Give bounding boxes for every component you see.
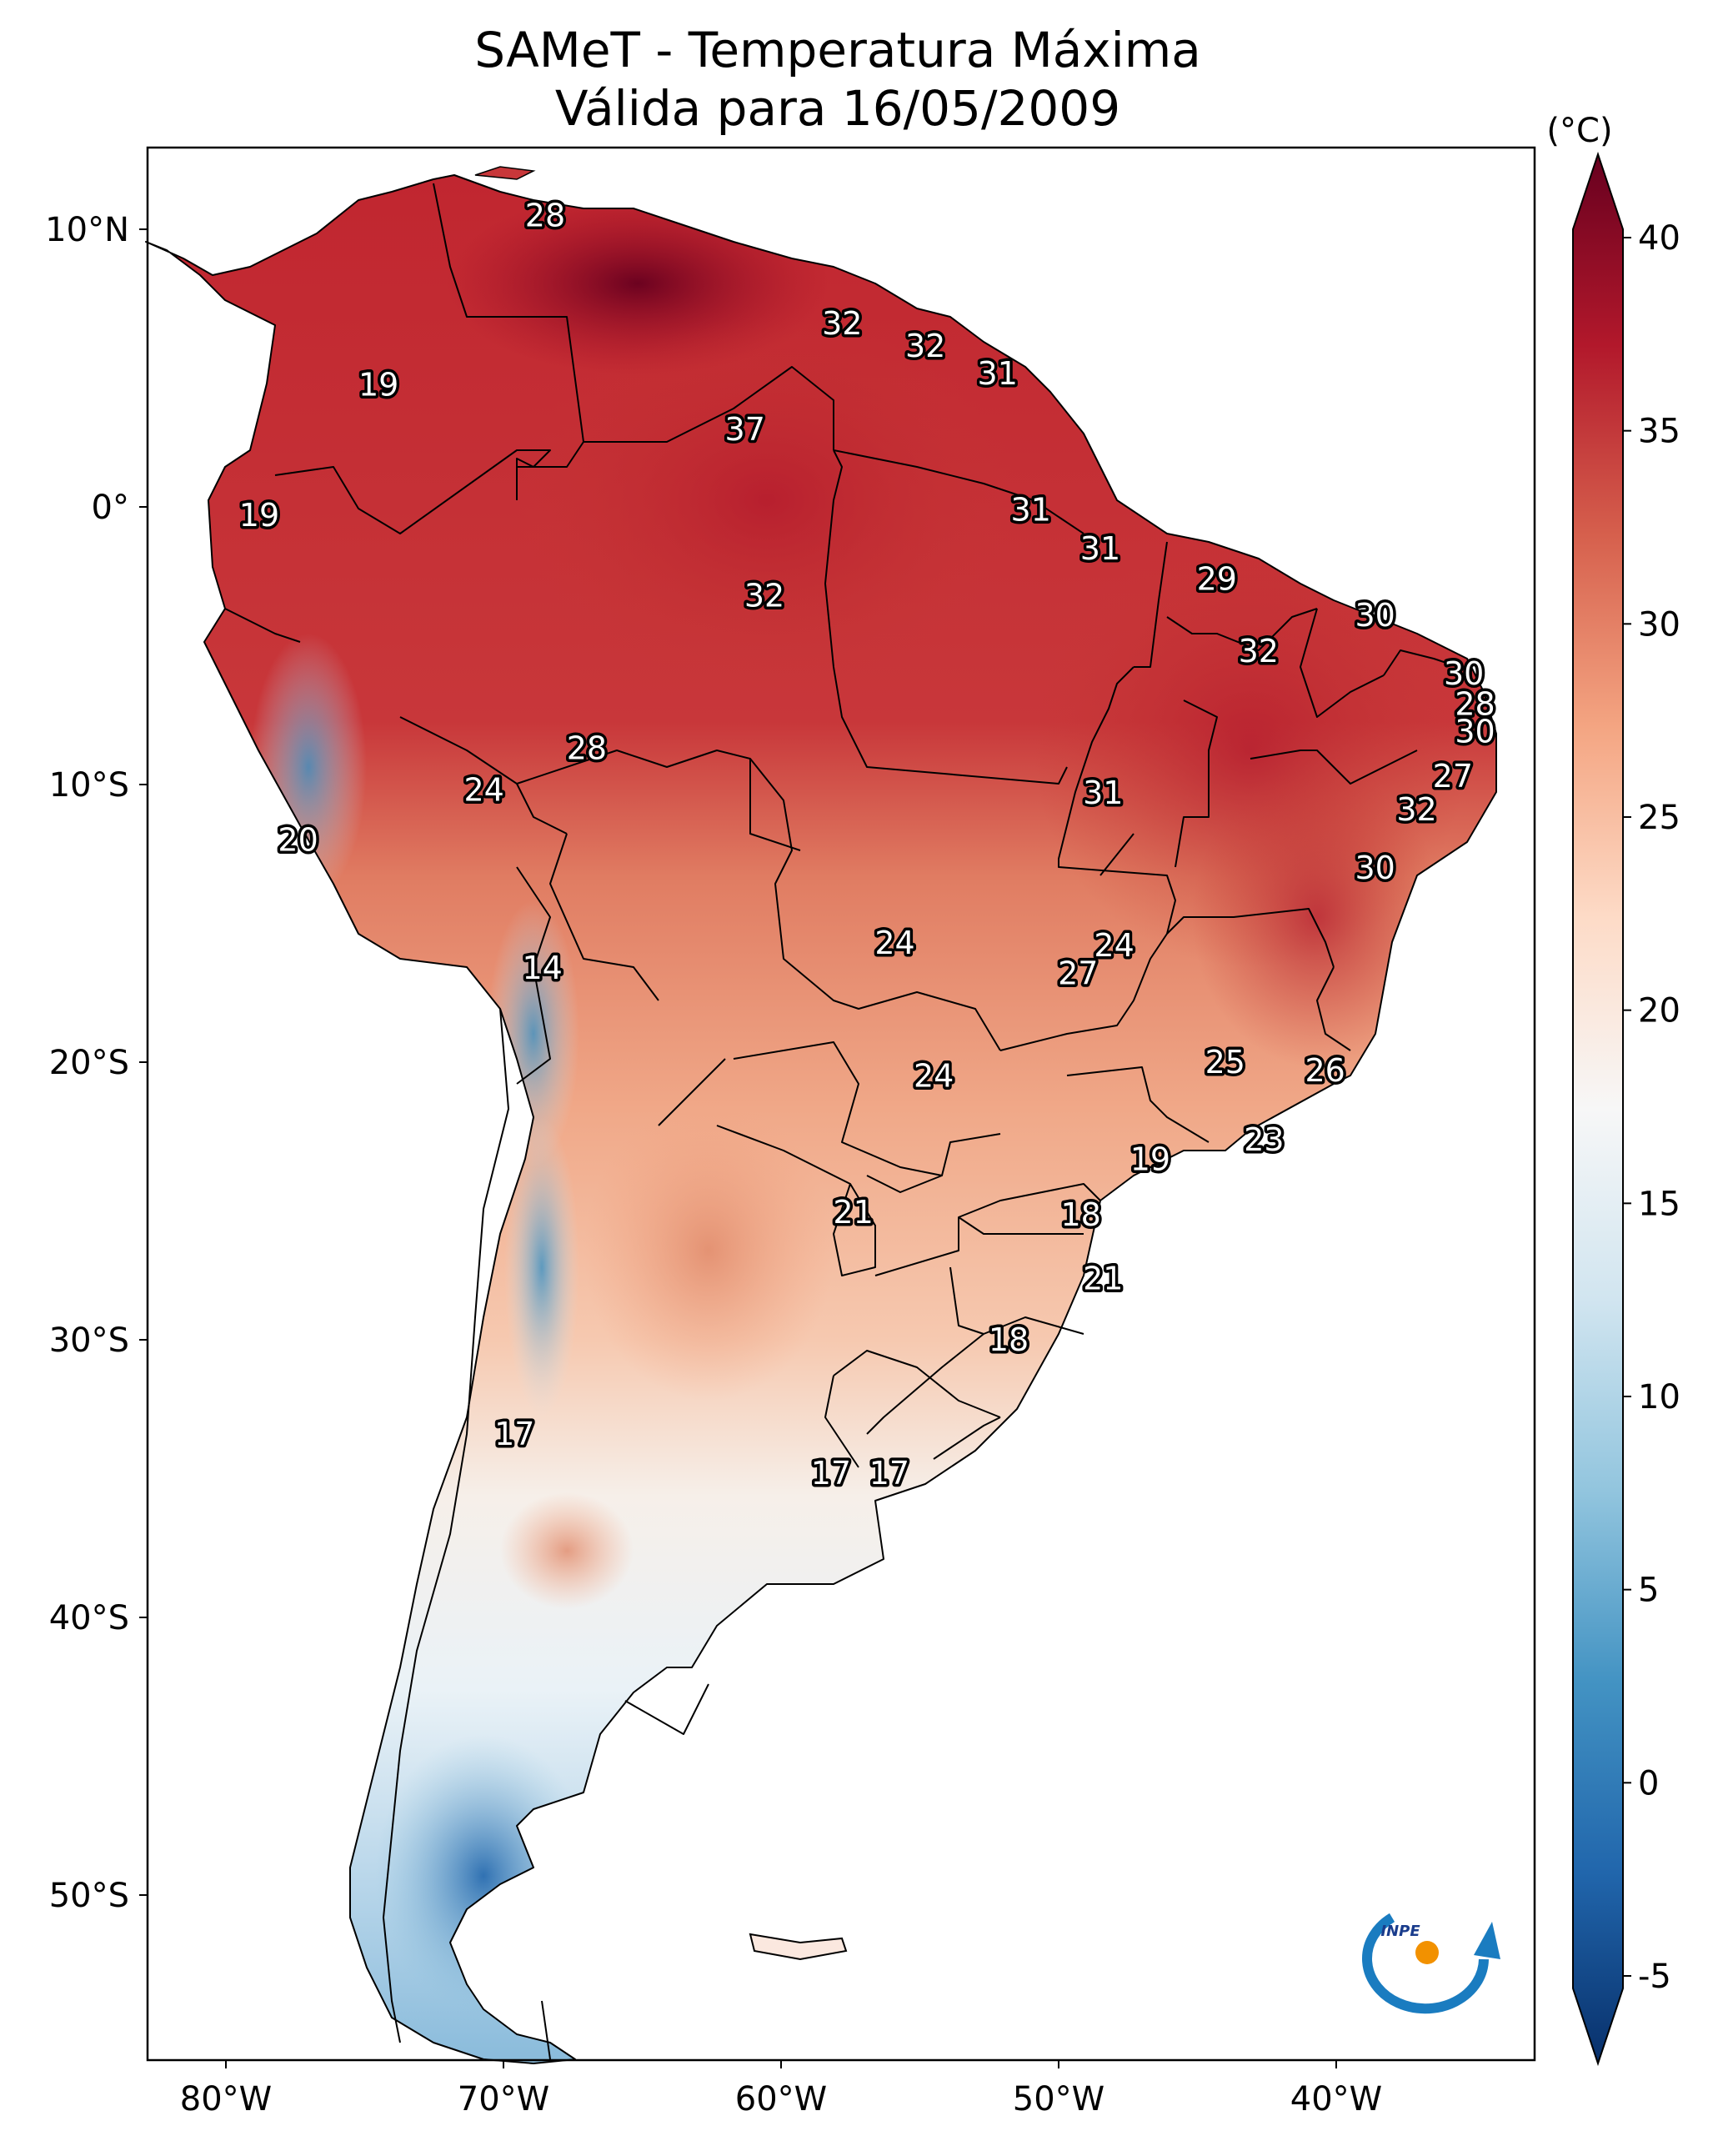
- map-value-label: 28: [1455, 685, 1495, 722]
- map-value-label: 14: [522, 950, 562, 986]
- map-value-label: 30: [1444, 655, 1484, 692]
- colorbar-body: [1572, 151, 1624, 2067]
- colorbar-tick-label: 5: [1638, 1572, 1659, 1610]
- map-value-label: 17: [811, 1455, 851, 1492]
- map-value-label: 27: [1433, 758, 1473, 795]
- map-value-label: 19: [239, 497, 279, 534]
- map-value-label: 23: [1244, 1121, 1284, 1158]
- map-value-label: 17: [869, 1455, 909, 1492]
- map-value-label: 21: [1083, 1261, 1123, 1297]
- map-value-label: 19: [1130, 1141, 1170, 1178]
- map-value-label: 29: [1197, 561, 1237, 598]
- map-value-label: 24: [1094, 927, 1134, 964]
- colorbar-tick-label: 10: [1638, 1378, 1680, 1416]
- colorbar-unit: (°C): [1546, 112, 1612, 150]
- map-value-label: 28: [567, 730, 607, 767]
- colorbar-tick-label: 35: [1638, 413, 1680, 451]
- x-tick-label: 80°W: [180, 2080, 272, 2118]
- map-value-label: 32: [822, 305, 862, 342]
- y-tick-label: 20°S: [49, 1044, 129, 1082]
- map-value-label: 21: [833, 1194, 873, 1231]
- map-value-label: 18: [1060, 1196, 1100, 1233]
- colorbar-tick-label: 25: [1638, 799, 1680, 837]
- map-value-label: 26: [1305, 1052, 1345, 1089]
- map-value-label: 30: [1355, 850, 1395, 886]
- colorbar-tick-label: 30: [1638, 605, 1680, 644]
- map-value-label: 28: [525, 197, 565, 233]
- map-value-label: 32: [744, 578, 784, 614]
- x-tick-label: 50°W: [1013, 2080, 1104, 2118]
- map-value-label: 18: [989, 1321, 1029, 1358]
- colorbar-tick-label: 40: [1638, 219, 1680, 258]
- x-tick-label: 40°W: [1290, 2080, 1382, 2118]
- caribbean-islands: [474, 166, 536, 180]
- x-tick-label: 60°W: [735, 2080, 827, 2118]
- map-value-label: 31: [1011, 491, 1051, 528]
- map-frame: [146, 146, 1536, 2062]
- colorbar-tick-label: 20: [1638, 992, 1680, 1030]
- y-tick-label: 40°S: [49, 1599, 129, 1637]
- inpe-logo-arrow: [1474, 1922, 1500, 1959]
- y-tick-label: 0°: [92, 489, 129, 527]
- map-value-label: 24: [874, 925, 914, 961]
- colorbar-ticks: 40 35 30 25 20 15 10 5 0 -5: [1623, 219, 1680, 1996]
- inpe-logo-text: INPE: [1380, 1923, 1420, 1940]
- map-value-label: 17: [494, 1416, 534, 1452]
- y-tick-label: 50°S: [49, 1877, 129, 1915]
- y-tick-label: 10°S: [49, 766, 129, 805]
- map-value-label: 30: [1455, 714, 1495, 750]
- falkland-islands: [749, 1933, 848, 1961]
- map-title-line2: Válida para 16/05/2009: [555, 80, 1120, 137]
- inpe-logo: INPE: [1362, 1913, 1500, 2014]
- y-tick-label: 30°S: [49, 1321, 129, 1360]
- inpe-logo-arc: [1362, 1913, 1489, 2014]
- map-value-label: 32: [1239, 633, 1279, 669]
- map-value-label: 32: [1396, 791, 1436, 828]
- map-value-label: 32: [905, 328, 945, 364]
- map-value-label: 25: [1205, 1044, 1245, 1081]
- x-tick-label: 70°W: [458, 2080, 549, 2118]
- y-axis: 10°N 0° 10°S 20°S 30°S 40°S 50°S: [45, 211, 148, 1915]
- colorbar: (°C) 40 35 30 25 20 15 10 5 0 -5: [1546, 112, 1680, 2067]
- political-borders: [224, 183, 1460, 2060]
- map-value-label: 19: [358, 366, 398, 403]
- map-value-label: 31: [1080, 530, 1120, 567]
- map-value-label: 24: [914, 1058, 954, 1095]
- inpe-logo-dot: [1415, 1941, 1439, 1964]
- colorbar-tick-label: 0: [1638, 1764, 1659, 1803]
- map-value-label: 37: [725, 411, 765, 448]
- map-value-label: 31: [978, 355, 1018, 392]
- map-value-label: 24: [464, 772, 504, 809]
- x-axis: 80°W 70°W 60°W 50°W 40°W: [180, 2060, 1382, 2118]
- map-value-label: 31: [1083, 775, 1123, 811]
- y-tick-label: 10°N: [45, 211, 129, 249]
- map-title-line1: SAMeT - Temperatura Máxima: [474, 22, 1201, 78]
- map-value-label: 27: [1058, 955, 1098, 991]
- map-value-label: 20: [278, 822, 318, 859]
- map-value-label: 30: [1355, 597, 1395, 634]
- colorbar-tick-label: 15: [1638, 1185, 1680, 1223]
- colorbar-tick-label: -5: [1638, 1958, 1671, 1996]
